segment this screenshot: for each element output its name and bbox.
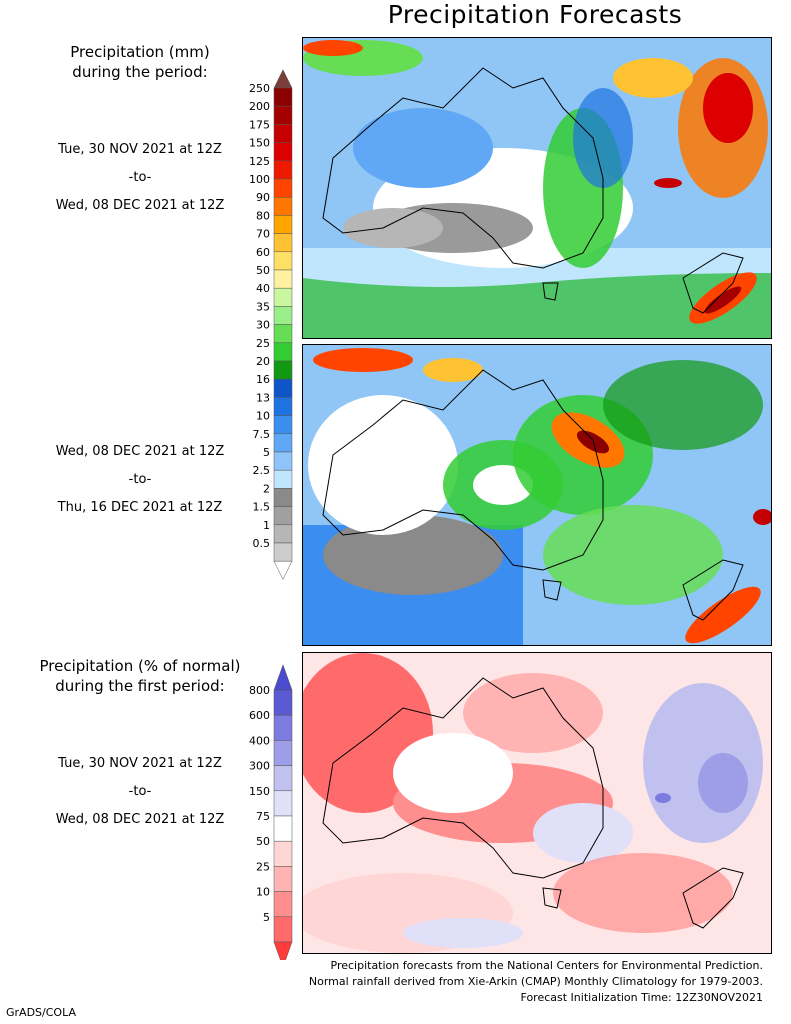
mm-colorbar-tick-label: 5 [263, 446, 270, 459]
credits-line3: Forecast Initialization Time: 12Z30NOV20… [520, 991, 763, 1004]
mm-colorbar-tick-label: 13 [256, 391, 270, 404]
pct-colorbar: 800 600 400 300 150 75 50 25 10 5 [249, 664, 293, 960]
pct-colorbar-tick-label: 75 [256, 810, 270, 823]
credits-line1: Precipitation forecasts from the Nationa… [330, 959, 764, 972]
percent-normal-map [302, 652, 772, 954]
mm-colorbar-tick-label: 250 [249, 82, 270, 95]
mm-colorbar-tick-label: 2 [263, 482, 270, 495]
mm-section-title: Precipitation (mm) during the period: [0, 42, 280, 82]
pct-colorbar-tick-label: 150 [249, 785, 270, 798]
mm-section-title-line2: during the period: [72, 63, 208, 81]
pct-colorbar-top-cap [273, 664, 293, 691]
mm-colorbar-tick-label: 1 [263, 519, 270, 532]
period2-sep: -to- [128, 472, 152, 487]
period1-end: Wed, 08 DEC 2021 at 12Z [55, 198, 225, 213]
mm-colorbar-tick-label: 1.5 [253, 501, 271, 514]
mm-section-title-line1: Precipitation (mm) [70, 43, 210, 61]
pct-colorbar-swatch [273, 891, 293, 918]
pct-colorbar-swatch [273, 815, 293, 842]
period1-start: Tue, 30 NOV 2021 at 12Z [58, 142, 222, 157]
pct-colorbar-tick-label: 25 [256, 860, 270, 873]
mm-colorbar-tick-label: 90 [256, 191, 270, 204]
page-title: Precipitation Forecasts [387, 0, 683, 29]
pct-colorbar-bottom-cap [273, 941, 293, 960]
mm-colorbar-tick-label: 200 [249, 100, 270, 113]
period3-sep: -to- [128, 784, 152, 799]
pct-section-title-line2: during the first period: [55, 677, 225, 695]
mm-colorbar-tick-label: 70 [256, 228, 270, 241]
pct-colorbar-swatch [273, 689, 293, 716]
pct-colorbar-swatch [273, 790, 293, 817]
pct-colorbar-swatch [273, 740, 293, 766]
mm-colorbar-tick-label: 7.5 [253, 428, 271, 441]
period2-start: Wed, 08 DEC 2021 at 12Z [55, 444, 225, 459]
pct-section-title: Precipitation (% of normal) during the f… [0, 656, 280, 696]
pct-colorbar-swatch [273, 866, 293, 892]
pct-colorbar-tick-label: 800 [249, 684, 270, 697]
mm-colorbar-bottom-cap [273, 560, 293, 580]
software-credit: GrADS/COLA [6, 1006, 76, 1019]
mm-colorbar-tick-label: 20 [256, 355, 270, 368]
mm-colorbar-tick-label: 125 [249, 155, 270, 168]
pct-colorbar-swatch [273, 765, 293, 792]
pct-colorbar-tick-label: 400 [249, 734, 270, 747]
mm-colorbar-tick-label: 100 [249, 173, 270, 186]
pct-colorbar-tick-label: 50 [256, 835, 270, 848]
period2-end: Thu, 16 DEC 2021 at 12Z [57, 500, 223, 515]
pct-colorbar-swatch [273, 840, 293, 867]
forecast-map-period1 [302, 37, 772, 339]
mm-colorbar-tick-label: 2.5 [253, 464, 271, 477]
credits-line2: Normal rainfall derived from Xie-Arkin (… [308, 975, 763, 988]
pct-colorbar-tick-label: 600 [249, 709, 270, 722]
period1-sep: -to- [128, 170, 152, 185]
forecast-map-period2 [302, 344, 772, 646]
mm-colorbar-tick-label: 25 [256, 337, 270, 350]
pct-colorbar-tick-label: 300 [249, 760, 270, 773]
pct-colorbar-swatch [273, 714, 293, 741]
pct-colorbar-tick-label: 10 [256, 886, 270, 899]
mm-colorbar-tick-label: 16 [256, 373, 270, 386]
credits: Precipitation forecasts from the Nationa… [309, 958, 763, 1006]
mm-colorbar-tick-label: 10 [256, 410, 270, 423]
pct-section-title-line1: Precipitation (% of normal) [39, 657, 241, 675]
mm-colorbar-tick-label: 50 [256, 264, 270, 277]
pct-colorbar-tick-label: 5 [263, 911, 270, 924]
mm-colorbar-tick-label: 35 [256, 300, 270, 313]
mm-colorbar-tick-label: 150 [249, 137, 270, 150]
period3-start: Tue, 30 NOV 2021 at 12Z [58, 756, 222, 771]
pct-colorbar-swatch [273, 916, 293, 943]
mm-colorbar-tick-label: 175 [249, 118, 270, 131]
mm-colorbar-tick-label: 60 [256, 246, 270, 259]
mm-colorbar-tick-label: 80 [256, 209, 270, 222]
mm-colorbar-tick-label: 30 [256, 319, 270, 332]
mm-colorbar: 2502001751501251009080706050403530252016… [249, 69, 293, 580]
period3-end: Wed, 08 DEC 2021 at 12Z [55, 812, 225, 827]
mm-colorbar-tick-label: 0.5 [253, 537, 271, 550]
mm-colorbar-tick-label: 40 [256, 282, 270, 295]
